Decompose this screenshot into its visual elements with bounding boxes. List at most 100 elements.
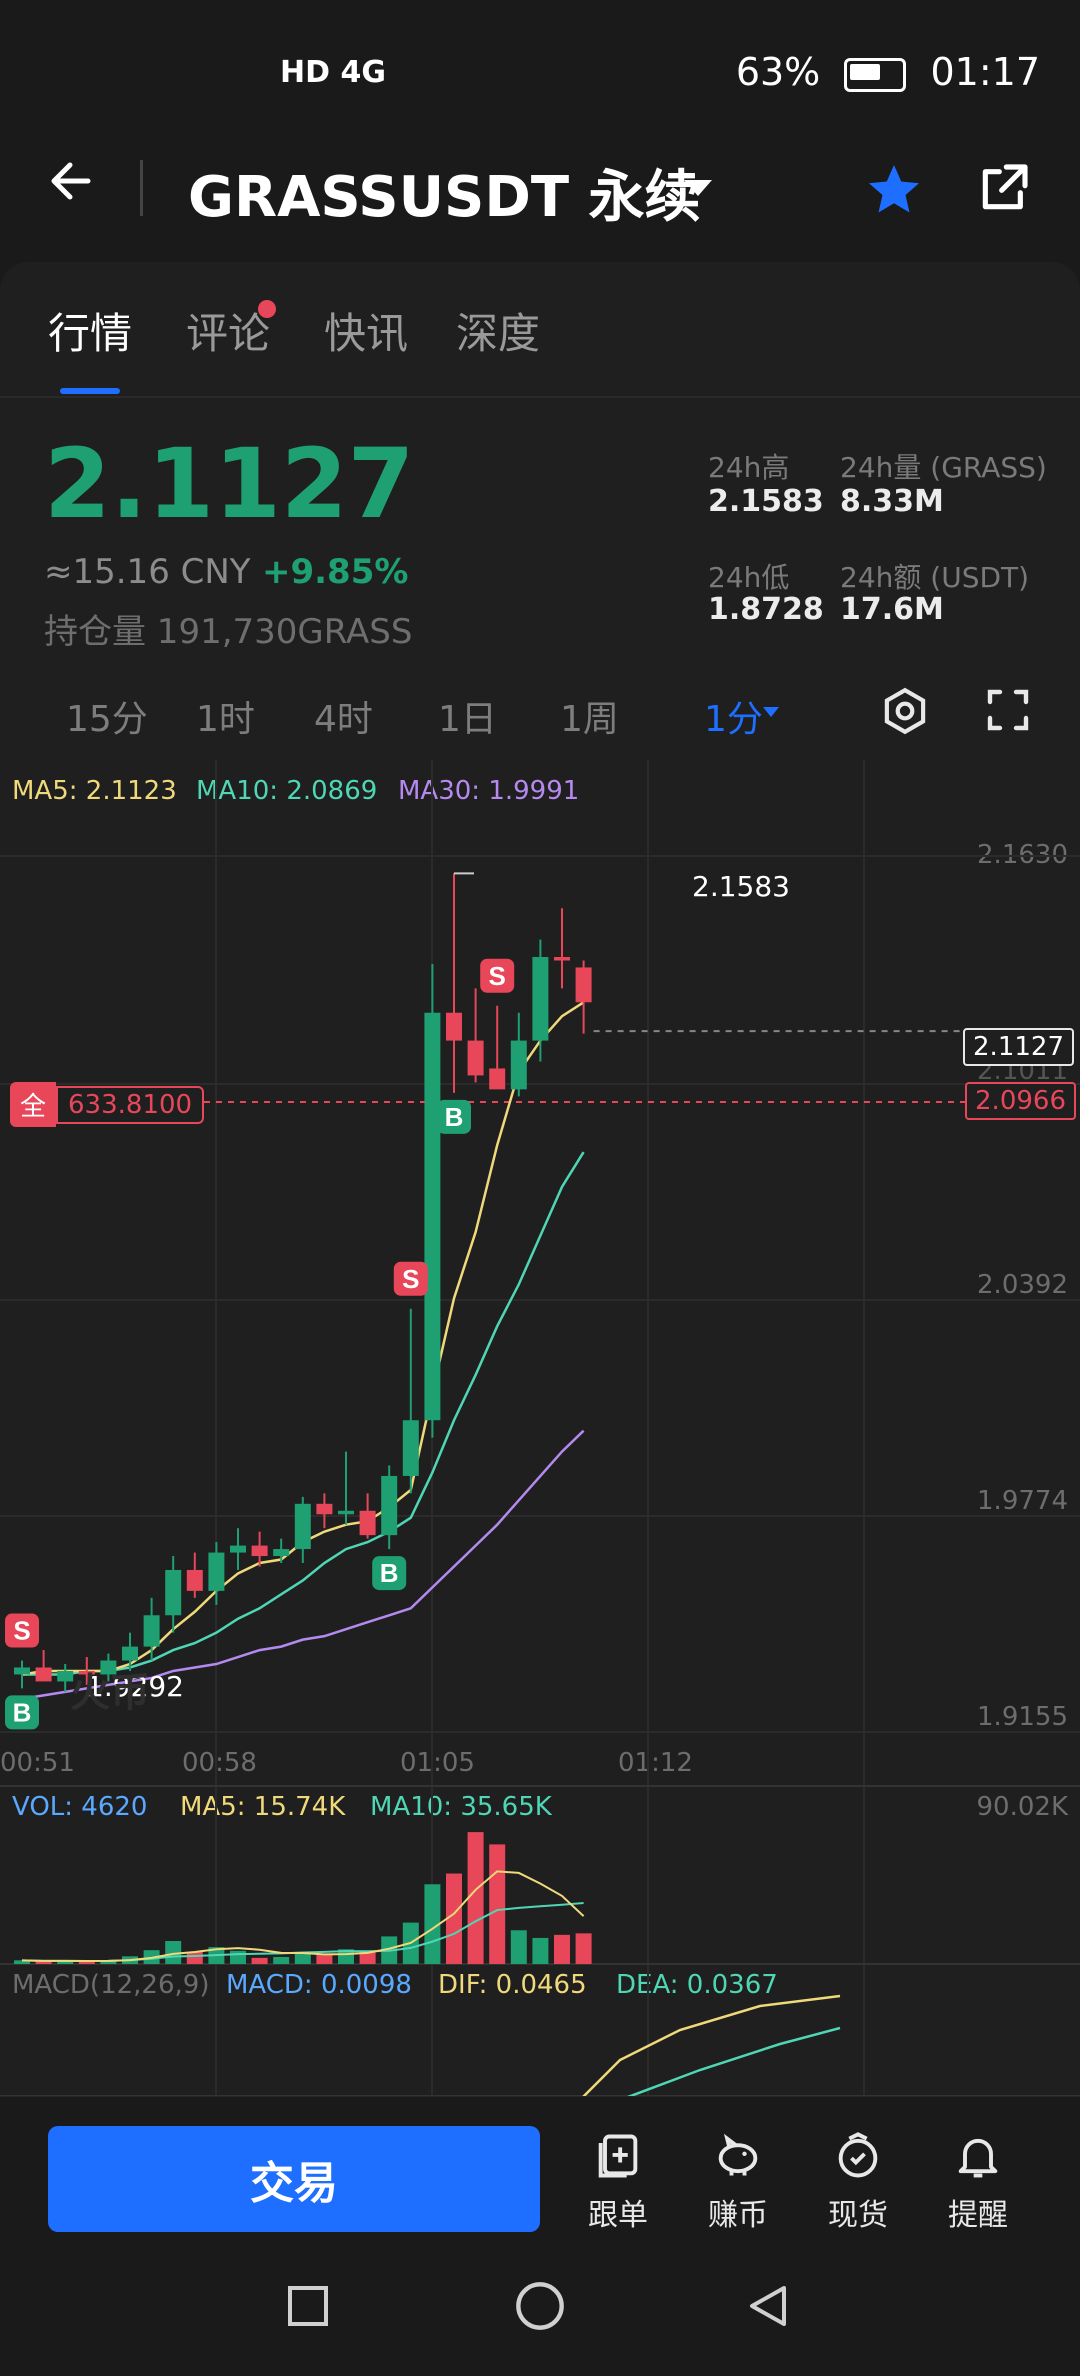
position-right-price: 2.0966 — [965, 1082, 1076, 1120]
period-1w[interactable]: 1周 — [560, 699, 619, 740]
share-external-icon[interactable] — [976, 160, 1032, 216]
candle-body — [165, 1569, 182, 1616]
battery-percent: 63% — [735, 50, 821, 94]
period-4h[interactable]: 4时 — [314, 699, 373, 740]
circle-icon[interactable] — [514, 2280, 566, 2332]
spot-icon — [838, 2132, 878, 2178]
settings-hexagon-icon[interactable] — [880, 686, 930, 736]
spot-label: 现货 — [828, 2198, 888, 2233]
stat-label-volume: 24h量 (GRASS) — [840, 451, 1047, 484]
period-15m[interactable]: 15分 — [66, 699, 148, 740]
candle-body — [424, 1012, 441, 1421]
volume-bar — [186, 1951, 203, 1964]
cny-price: ≈15.16 CNY — [44, 552, 251, 592]
candle-body — [100, 1660, 117, 1675]
alert-button[interactable]: 提醒 — [928, 2130, 1028, 2234]
volume-bar — [532, 1937, 549, 1964]
triangle-back-icon[interactable] — [744, 2280, 792, 2332]
volume-bar — [35, 1961, 52, 1964]
sell-marker — [480, 958, 515, 993]
position-tag[interactable]: 全 633.8100 — [10, 1082, 205, 1127]
stat-label-turnover: 24h额 (USDT) — [840, 561, 1030, 594]
candle-body — [273, 1549, 290, 1557]
vol-ma5-line — [21, 1870, 585, 1963]
status-right: 63% 01:17 — [736, 50, 1040, 94]
vol-ma5-legend: MA5: 15.74K — [180, 1792, 346, 1822]
spot-button[interactable]: 现货 — [808, 2130, 908, 2234]
price-axis-label: 2.0392 — [977, 1270, 1068, 1300]
trade-button[interactable]: 交易 — [48, 2126, 540, 2232]
buy-marker — [437, 1099, 471, 1134]
volume-bar — [165, 1941, 182, 1964]
fullscreen-icon[interactable] — [984, 686, 1032, 734]
candle-body — [467, 1040, 484, 1076]
period-1h[interactable]: 1时 — [196, 699, 255, 740]
candle-body — [489, 1068, 506, 1090]
volume-bar — [294, 1952, 311, 1964]
time-axis-label: 01:05 — [400, 1748, 475, 1778]
caret-down-icon[interactable] — [762, 706, 780, 718]
time-axis-label: 00:58 — [182, 1748, 257, 1778]
star-icon[interactable] — [864, 160, 924, 220]
volume-bar — [554, 1934, 570, 1964]
stat-label-high: 24h高 — [708, 451, 790, 484]
volume-bar — [467, 1832, 484, 1964]
candle-body — [338, 1510, 354, 1515]
tab-news[interactable]: 快讯 — [324, 309, 409, 358]
caret-down-icon[interactable] — [682, 178, 714, 198]
tab-market[interactable]: 行情 — [48, 309, 133, 358]
candle-body — [294, 1503, 311, 1550]
dea-legend: DEA: 0.0367 — [616, 1970, 778, 2000]
stat-value-volume: 8.33M — [840, 484, 944, 519]
candle-body — [35, 1667, 52, 1682]
tab-comments[interactable]: 评论 — [186, 309, 271, 358]
notification-dot — [258, 300, 276, 318]
stat-label-low: 24h低 — [708, 561, 790, 594]
position-side: 全 — [10, 1082, 57, 1127]
pair-title[interactable]: GRASSUSDT 永续 — [188, 165, 701, 230]
current-price-label: 2.1127 — [963, 1028, 1074, 1066]
market-panel — [0, 262, 1080, 2096]
period-1d[interactable]: 1日 — [438, 699, 497, 740]
earn-button[interactable]: 赚币 — [688, 2130, 788, 2234]
ma5-legend: MA5: 2.1123 — [12, 776, 177, 806]
buy-marker-label: B — [445, 1102, 464, 1132]
clock: 01:17 — [930, 50, 1040, 94]
candlestick-chart[interactable]: S B B S B S — [0, 760, 1080, 2096]
volume-bar — [100, 1960, 117, 1964]
volume-bar — [510, 1930, 527, 1964]
square-icon[interactable] — [284, 2282, 332, 2330]
dea-line — [627, 2026, 841, 2096]
system-nav-bar — [0, 2246, 1080, 2376]
candle-body — [532, 957, 549, 1041]
copy-trade-icon — [598, 2134, 638, 2178]
copy-trade-label: 跟单 — [588, 2198, 648, 2233]
copy-trade-button[interactable]: 跟单 — [568, 2130, 668, 2234]
ma30-legend: MA30: 1.9991 — [398, 776, 580, 806]
battery-icon — [844, 57, 907, 92]
sell-marker-label: S — [402, 1264, 419, 1294]
position-entry: 633.8100 — [56, 1085, 205, 1124]
candle-body — [208, 1552, 225, 1591]
period-1m-active[interactable]: 1分 — [704, 699, 763, 740]
tab-depth[interactable]: 深度 — [456, 309, 541, 358]
change-percent: +9.85% — [262, 552, 409, 592]
candle-body — [78, 1670, 95, 1675]
candle-body — [143, 1615, 160, 1647]
ma10-line — [22, 1151, 585, 1676]
sell-marker-label: S — [489, 961, 506, 991]
back-button[interactable] — [40, 150, 102, 212]
status-bar: HD 4G 63% 01:17 — [0, 0, 1080, 130]
high-label: 2.1583 — [692, 870, 790, 903]
candle-body — [230, 1545, 246, 1553]
volume-bar — [57, 1960, 74, 1964]
vol-ma10-legend: MA10: 35.65K — [370, 1792, 552, 1822]
bell-icon — [958, 2138, 998, 2178]
vol-legend: VOL: 4620 — [12, 1792, 148, 1822]
arrow-left-icon — [51, 162, 91, 200]
time-axis-label: 00:51 — [0, 1748, 75, 1778]
stat-value-high: 2.1583 — [708, 484, 824, 519]
buy-marker-label: B — [380, 1558, 399, 1588]
buy-marker-label: B — [13, 1697, 32, 1727]
header-divider — [140, 160, 143, 216]
